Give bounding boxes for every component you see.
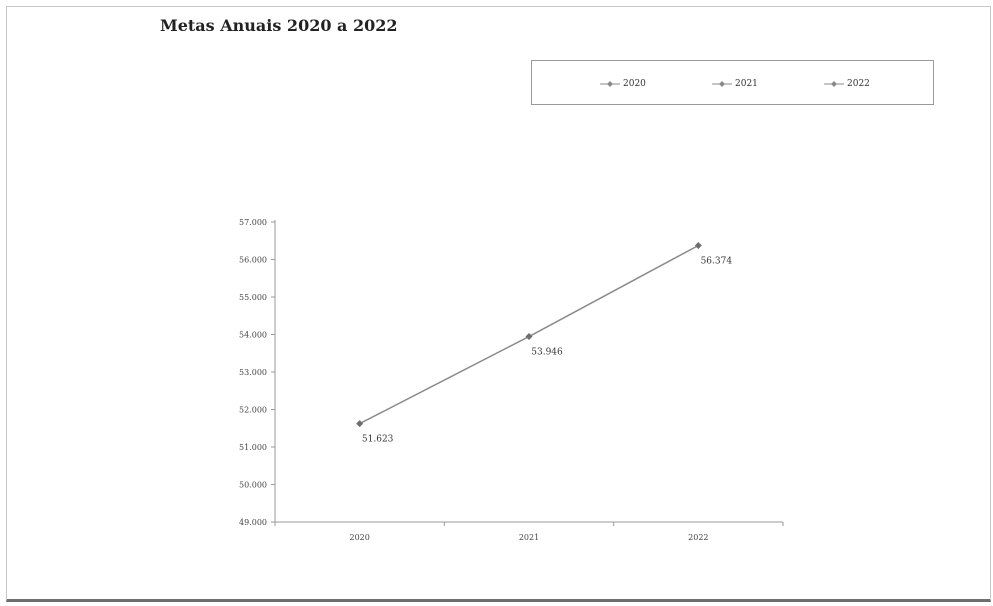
- data-point: [356, 420, 364, 428]
- y-tick-label: 52.000: [239, 406, 267, 415]
- legend-label: 2022: [847, 78, 870, 89]
- legend-label: 2020: [623, 78, 646, 89]
- y-tick-label: 51.000: [239, 443, 267, 452]
- legend-marker-icon: [712, 80, 732, 87]
- chart-legend: 2020 2021 2022: [531, 60, 934, 105]
- chart-title: Metas Anuais 2020 a 2022: [160, 16, 398, 35]
- y-tick-label: 50.000: [239, 481, 267, 490]
- y-tick-label: 49.000: [239, 518, 267, 527]
- data-label: 56.374: [701, 256, 733, 266]
- y-tick-label: 54.000: [239, 331, 267, 340]
- x-tick-label: 2021: [519, 533, 539, 542]
- x-tick-label: 2020: [349, 533, 369, 542]
- data-point: [525, 333, 533, 341]
- y-tick-label: 57.000: [239, 218, 267, 227]
- data-point: [694, 241, 702, 249]
- x-tick-label: 2022: [688, 533, 708, 542]
- legend-item-2022: 2022: [824, 61, 870, 106]
- legend-marker-icon: [600, 80, 620, 87]
- y-tick-label: 55.000: [239, 293, 267, 302]
- chart-frame: [6, 6, 991, 602]
- data-label: 53.946: [531, 348, 563, 358]
- y-tick-label: 53.000: [239, 368, 267, 377]
- legend-label: 2021: [735, 78, 758, 89]
- y-tick-label: 56.000: [239, 256, 267, 265]
- legend-item-2020: 2020: [600, 61, 646, 106]
- legend-item-2021: 2021: [712, 61, 758, 106]
- legend-marker-icon: [824, 80, 844, 87]
- data-label: 51.623: [362, 435, 394, 445]
